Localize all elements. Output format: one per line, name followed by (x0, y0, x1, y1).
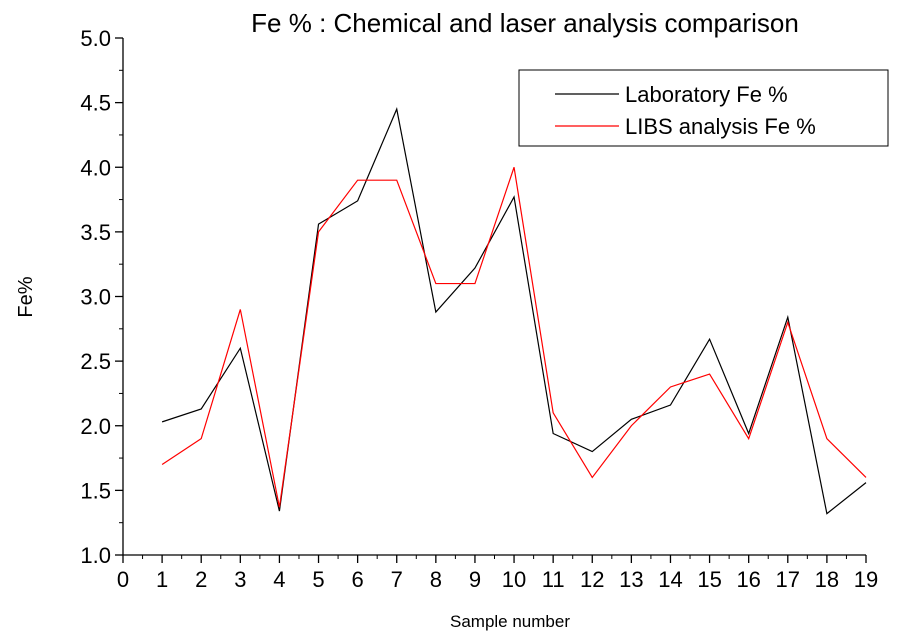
x-axis-label: Sample number (450, 612, 570, 631)
x-tick-label: 3 (234, 567, 246, 592)
legend-label: LIBS analysis Fe % (625, 114, 816, 139)
x-tick-label: 9 (469, 567, 481, 592)
chart-title: Fe % : Chemical and laser analysis compa… (251, 8, 799, 38)
y-axis-label: Fe% (15, 276, 37, 317)
y-tick-label: 2.5 (80, 349, 111, 374)
x-tick-label: 1 (156, 567, 168, 592)
y-tick-label: 4.5 (80, 91, 111, 116)
x-tick-label: 19 (854, 567, 878, 592)
x-tick-label: 5 (312, 567, 324, 592)
legend-label: Laboratory Fe % (625, 82, 788, 107)
y-tick-label: 4.0 (80, 155, 111, 180)
x-tick-label: 12 (580, 567, 604, 592)
x-tick-label: 17 (776, 567, 800, 592)
x-tick-label: 16 (736, 567, 760, 592)
data-line (161, 167, 867, 508)
x-tick-label: 10 (502, 567, 526, 592)
x-tick-label: 0 (117, 567, 129, 592)
x-tick-label: 11 (542, 567, 565, 592)
x-tick-label: 7 (391, 567, 403, 592)
x-tick-label: 8 (430, 567, 442, 592)
y-tick-label: 1.5 (80, 478, 111, 503)
x-tick-label: 4 (273, 567, 285, 592)
data-line (161, 107, 867, 515)
x-tick-label: 14 (658, 567, 682, 592)
x-tick-label: 13 (619, 567, 643, 592)
x-tick-label: 18 (815, 567, 839, 592)
y-tick-label: 1.0 (80, 543, 111, 568)
y-tick-label: 5.0 (80, 26, 111, 51)
legend-box (518, 69, 889, 147)
y-tick-label: 3.5 (80, 220, 111, 245)
y-tick-label: 3.0 (80, 285, 111, 310)
y-tick-label: 2.0 (80, 414, 111, 439)
x-tick-label: 2 (195, 567, 207, 592)
x-tick-label: 15 (697, 567, 721, 592)
x-tick-label: 6 (352, 567, 364, 592)
